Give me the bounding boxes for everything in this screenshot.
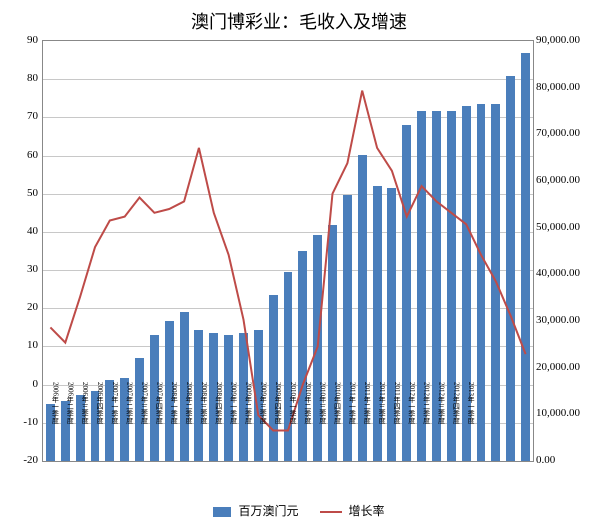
- gridline: [43, 156, 533, 157]
- legend-swatch-line: [320, 511, 342, 513]
- bar: [105, 380, 114, 461]
- y-left-tick-label: 70: [2, 110, 38, 122]
- bar: [506, 76, 515, 461]
- chart-title: 澳门博彩业：毛收入及增速: [0, 8, 598, 34]
- bar: [91, 391, 100, 461]
- y-left-tick-label: 50: [2, 187, 38, 199]
- y-left-tick-label: 60: [2, 149, 38, 161]
- bar: [491, 104, 500, 461]
- bar: [120, 378, 129, 461]
- bar: [447, 111, 456, 461]
- gridline: [43, 79, 533, 80]
- bar: [135, 358, 144, 461]
- y-left-tick-label: 40: [2, 225, 38, 237]
- y-right-tick-label: 30,000.00: [536, 314, 596, 326]
- bar: [254, 330, 263, 461]
- bar: [76, 395, 85, 461]
- bar: [373, 186, 382, 461]
- bar: [343, 195, 352, 461]
- bar: [358, 155, 367, 461]
- y-left-tick-label: 20: [2, 301, 38, 313]
- bar: [432, 111, 441, 461]
- legend-bar-label: 百万澳门元: [238, 504, 298, 518]
- gridline: [43, 117, 533, 118]
- bar: [462, 106, 471, 461]
- bar: [417, 111, 426, 461]
- bar: [61, 401, 70, 461]
- bar: [194, 330, 203, 461]
- y-right-tick-label: 0.00: [536, 454, 596, 466]
- bar: [477, 104, 486, 461]
- y-right-tick-label: 40,000.00: [536, 267, 596, 279]
- gridline: [43, 270, 533, 271]
- y-right-tick-label: 60,000.00: [536, 174, 596, 186]
- gridline: [43, 232, 533, 233]
- y-left-tick-label: 80: [2, 72, 38, 84]
- bar: [284, 272, 293, 461]
- bar: [150, 335, 159, 461]
- y-left-tick-label: -10: [2, 416, 38, 428]
- bar: [313, 235, 322, 461]
- bar: [46, 404, 55, 461]
- bar: [387, 188, 396, 461]
- y-right-tick-label: 20,000.00: [536, 361, 596, 373]
- y-left-tick-label: 10: [2, 339, 38, 351]
- bar: [402, 125, 411, 461]
- y-left-tick-label: 90: [2, 34, 38, 46]
- y-right-tick-label: 50,000.00: [536, 221, 596, 233]
- bar: [224, 335, 233, 461]
- chart-container: 澳门博彩业：毛收入及增速 百万澳门元 增长率 -20 -10 0 10 20 30 40 50…: [0, 0, 598, 523]
- y-left-tick-label: 30: [2, 263, 38, 275]
- legend-line-label: 增长率: [349, 504, 385, 518]
- bar: [328, 225, 337, 461]
- bar: [298, 251, 307, 461]
- legend: 百万澳门元 增长率: [0, 502, 598, 519]
- legend-swatch-bar: [213, 507, 231, 517]
- y-right-tick-label: 80,000.00: [536, 81, 596, 93]
- plot-area: [42, 40, 534, 462]
- bar: [239, 333, 248, 461]
- y-right-tick-label: 90,000.00: [536, 34, 596, 46]
- y-left-tick-label: 0: [2, 378, 38, 390]
- bar: [180, 312, 189, 461]
- bar: [209, 333, 218, 461]
- bar: [521, 53, 530, 461]
- y-right-tick-label: 70,000.00: [536, 127, 596, 139]
- bar: [165, 321, 174, 461]
- gridline: [43, 194, 533, 195]
- y-left-tick-label: -20: [2, 454, 38, 466]
- y-right-tick-label: 10,000.00: [536, 407, 596, 419]
- bar: [269, 295, 278, 461]
